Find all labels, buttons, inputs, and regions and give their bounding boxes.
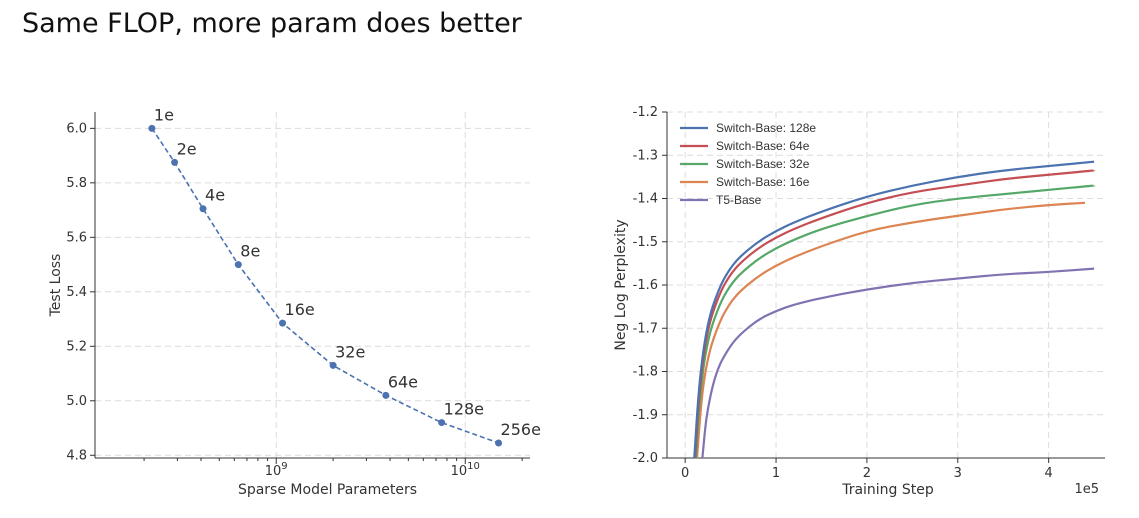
y-tick-label: 5.6 <box>66 230 87 245</box>
point-label-256e: 256e <box>501 420 541 439</box>
x-tick-label: 1 <box>772 466 780 481</box>
y-tick-label: -1.2 <box>633 105 658 120</box>
data-point-1e <box>148 124 156 132</box>
slide-title: Same FLOP, more param does better <box>22 8 522 39</box>
y-tick-label: 5.8 <box>66 176 87 191</box>
data-point-4e <box>199 205 207 213</box>
y-tick-label: -1.3 <box>633 148 658 163</box>
y-tick-label: 5.4 <box>66 285 87 300</box>
x-tick-label: 0 <box>681 466 689 481</box>
series-line-t5-base <box>701 267 1095 459</box>
point-label-1e: 1e <box>154 105 174 124</box>
y-tick-label: 5.0 <box>66 394 87 409</box>
legend-label-switch-base-64e: Switch-Base: 64e <box>716 139 810 153</box>
y-tick-label: -1.5 <box>633 235 658 250</box>
series-line-switch-base-16e <box>695 201 1086 459</box>
point-label-2e: 2e <box>177 139 197 158</box>
y-tick-label: -1.6 <box>633 278 658 293</box>
y-tick-label: -2.0 <box>633 451 658 466</box>
data-point-128e <box>438 419 446 427</box>
y-tick-label: 5.2 <box>66 339 87 354</box>
x-tick-label: 2 <box>863 466 871 481</box>
data-point-16e <box>279 319 287 327</box>
point-label-64e: 64e <box>388 372 418 391</box>
x-tick-label: 3 <box>954 466 962 481</box>
x-axis-title: Sparse Model Parameters <box>238 482 417 498</box>
point-label-32e: 32e <box>335 342 365 361</box>
series-line-switch-base-64e <box>694 169 1096 459</box>
data-point-8e <box>234 261 242 269</box>
y-axis-title: Neg Log Perplexity <box>613 219 629 350</box>
point-label-16e: 16e <box>285 300 315 319</box>
legend-label-switch-base-16e: Switch-Base: 16e <box>716 175 810 189</box>
y-tick-label: -1.9 <box>633 408 658 423</box>
y-tick-label: -1.8 <box>633 365 658 380</box>
point-label-8e: 8e <box>240 242 260 261</box>
y-tick-label: -1.7 <box>633 321 658 336</box>
y-axis-title: Test Loss <box>48 254 64 318</box>
data-point-64e <box>382 391 390 399</box>
point-label-4e: 4e <box>205 186 225 205</box>
point-label-128e: 128e <box>444 400 484 419</box>
data-point-2e <box>171 158 179 166</box>
x-tick-label: 4 <box>1045 466 1053 481</box>
y-tick-label: 4.8 <box>66 448 87 463</box>
series-line-switch-base-32e <box>695 184 1096 459</box>
data-point-256e <box>495 439 503 447</box>
series-line-switch-base-128e <box>693 160 1095 459</box>
data-point-32e <box>329 361 337 369</box>
x-axis-title: Training Step <box>841 482 934 498</box>
y-tick-label: -1.4 <box>633 192 658 207</box>
x-axis-multiplier: 1e5 <box>1074 482 1099 497</box>
legend-label-switch-base-128e: Switch-Base: 128e <box>716 121 816 135</box>
legend-label-switch-base-32e: Switch-Base: 32e <box>716 157 810 171</box>
legend-label-t5-base: T5-Base <box>716 193 762 207</box>
y-tick-label: 6.0 <box>66 121 87 136</box>
